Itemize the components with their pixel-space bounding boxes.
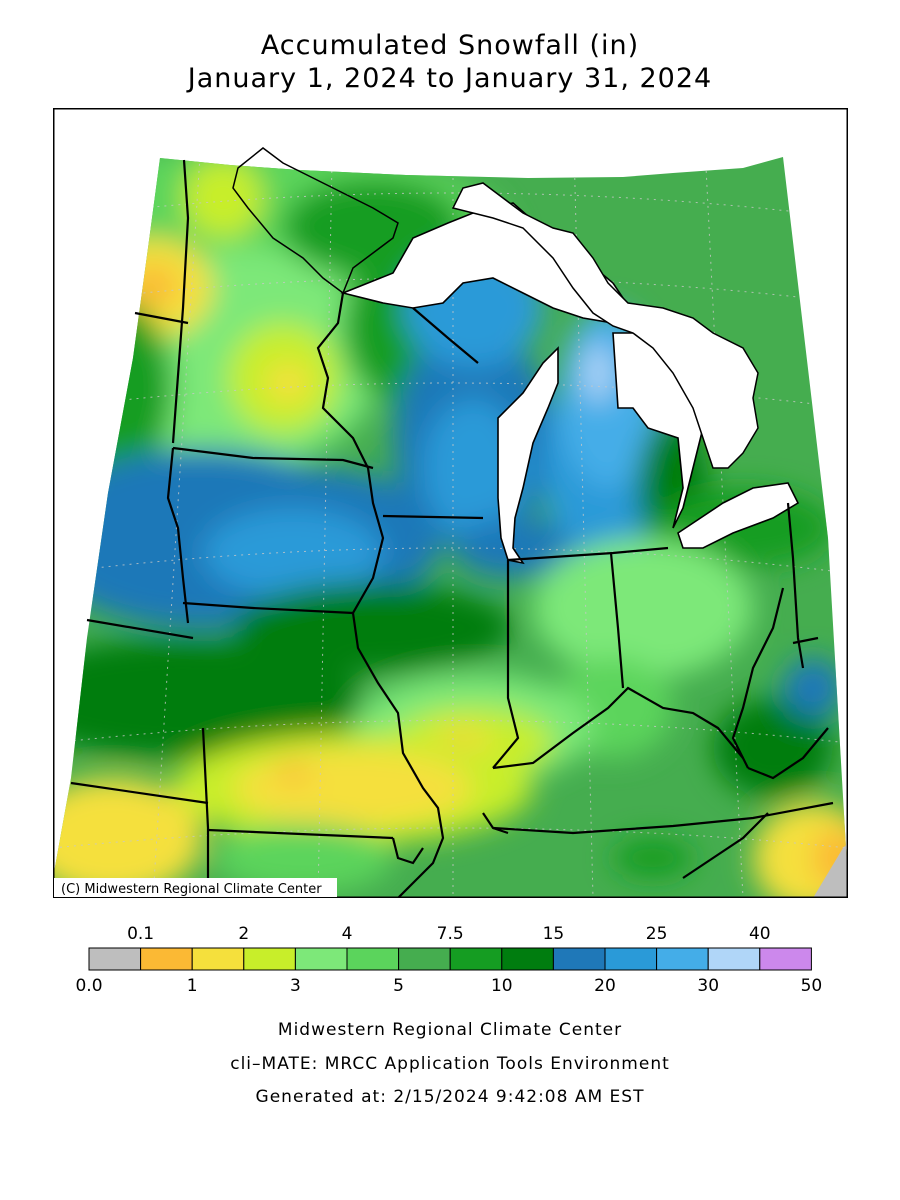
legend-upper-label: 40 (749, 924, 771, 944)
color-legend: 0.1 2 4 7.5 15 25 40 0.0 1 3 5 10 20 30 50 (75, 924, 822, 996)
legend-swatches (88, 947, 812, 971)
legend-lower-label: 30 (697, 976, 719, 996)
legend-upper-label: 0.1 (127, 924, 154, 944)
legend-lower-label: 1 (187, 976, 198, 996)
legend-upper-label: 15 (543, 924, 565, 944)
footer-tool-name: cli–MATE: MRCC Application Tools Environ… (230, 1054, 670, 1074)
legend-lower-label: 5 (393, 976, 404, 996)
legend-lower-labels: 0.0 1 3 5 10 20 30 50 (75, 976, 822, 996)
snowfall-map: (C) Midwestern Regional Climate Center (53, 108, 848, 898)
map-date-range: January 1, 2024 to January 31, 2024 (187, 63, 713, 94)
legend-swatch (604, 947, 658, 971)
legend-swatch (398, 947, 451, 971)
legend-lower-label: 10 (491, 976, 513, 996)
legend-swatch (656, 947, 709, 971)
legend-lower-label: 50 (801, 976, 823, 996)
legend-swatch (501, 947, 554, 971)
legend-swatch (449, 947, 503, 971)
state-borders (70, 159, 834, 898)
legend-upper-labels: 0.1 2 4 7.5 15 25 40 (127, 924, 771, 944)
legend-upper-label: 25 (646, 924, 668, 944)
map-title: Accumulated Snowfall (in) (260, 30, 640, 61)
legend-swatch (707, 947, 761, 971)
legend-swatch (140, 947, 193, 971)
legend-swatch (759, 947, 812, 971)
legend-swatch (191, 947, 245, 971)
footer-organization: Midwestern Regional Climate Center (277, 1020, 623, 1040)
legend-lower-label: 3 (290, 976, 301, 996)
legend-swatch (552, 947, 606, 971)
legend-upper-label: 7.5 (437, 924, 464, 944)
legend-swatch (294, 947, 348, 971)
legend-upper-label: 4 (342, 924, 353, 944)
legend-swatch (243, 947, 296, 971)
legend-lower-label: 20 (594, 976, 616, 996)
canada-land (232, 147, 759, 469)
map-border (53, 108, 848, 898)
credit-box (54, 878, 337, 897)
lake-michigan (497, 346, 559, 565)
legend-swatch (346, 947, 400, 971)
legend-upper-label: 2 (238, 924, 249, 944)
legend-swatch (88, 947, 142, 971)
map-credit: (C) Midwestern Regional Climate Center (61, 882, 322, 897)
footer-generated-time: Generated at: 2/15/2024 9:42:08 AM EST (255, 1087, 645, 1107)
legend-lower-label: 0.0 (75, 976, 102, 996)
lake-erie (677, 482, 800, 549)
